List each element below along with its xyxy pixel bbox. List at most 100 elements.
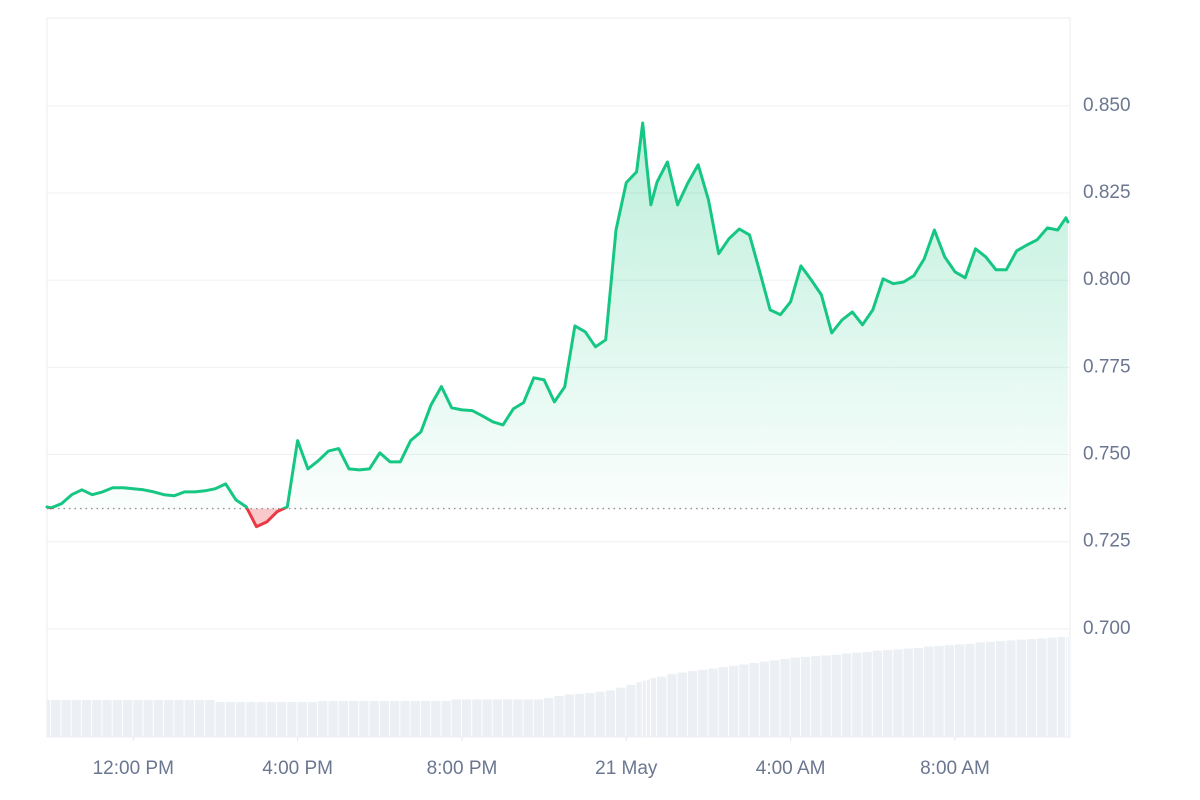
volume-bar (564, 694, 574, 737)
volume-bar (277, 702, 287, 737)
volume-bar (112, 700, 123, 737)
volume-bar (256, 702, 266, 737)
volume-bar (605, 690, 616, 737)
volume-bar (708, 668, 718, 737)
y-tick-label: 0.750 (1083, 444, 1131, 465)
volume-bar (379, 700, 390, 737)
volume-bar (841, 653, 852, 737)
volume-bar (390, 700, 400, 737)
volume-bar (913, 647, 924, 737)
volume-bar (338, 700, 348, 737)
volume-bar (133, 700, 143, 737)
volume-bar (164, 700, 174, 737)
volume-bar (1006, 640, 1016, 737)
volume-bar (616, 687, 626, 737)
volume-bar (143, 700, 153, 737)
volume-bar (893, 649, 903, 737)
volume-bar (225, 702, 235, 737)
volume-bar (852, 652, 862, 737)
volume-bar (800, 656, 811, 737)
volume-bar (533, 699, 544, 737)
volume-bar (307, 702, 318, 737)
x-tick-label: 8:00 AM (920, 758, 990, 779)
volume-bar (595, 691, 605, 737)
volume-bar (492, 699, 503, 737)
volume-bar (585, 693, 595, 737)
volume-bar (821, 655, 831, 737)
volume-bar (400, 700, 410, 737)
y-tick-label: 0.850 (1083, 95, 1131, 116)
volume-bar (503, 699, 513, 737)
volume-bar (770, 660, 780, 737)
volume-bar (667, 673, 677, 737)
volume-bar (718, 667, 728, 737)
volume-bar (657, 676, 667, 737)
volume-bar (235, 702, 246, 737)
volume-bar (872, 650, 883, 737)
volume-bar (61, 700, 71, 737)
volume-bar (1026, 639, 1037, 737)
volume-bar (883, 650, 893, 737)
volume-bar (924, 646, 934, 737)
volume-bar (985, 641, 996, 737)
volume-bar (472, 699, 482, 737)
volume-bar (461, 699, 472, 737)
volume-bar (862, 652, 872, 737)
volume-bar (739, 664, 749, 737)
x-tick-label: 12:00 PM (93, 758, 174, 779)
volume-bar (102, 700, 112, 737)
volume-bar (811, 656, 821, 737)
volume-bar (184, 700, 194, 737)
volume-bar (749, 663, 759, 737)
volume-bar (318, 700, 328, 737)
volume-bar (513, 699, 523, 737)
volume-bar (944, 645, 954, 737)
volume-bar (687, 671, 698, 737)
volume-bar (194, 700, 205, 737)
y-tick-label: 0.725 (1083, 531, 1131, 552)
price-line (45, 121, 1070, 529)
volume-bar (215, 702, 225, 737)
volume-bar (975, 642, 985, 737)
volume-bar (410, 700, 420, 737)
volume-bar (92, 700, 102, 737)
x-tick-label: 4:00 AM (756, 758, 826, 779)
y-tick-label: 0.775 (1083, 356, 1131, 377)
volume-bar (934, 645, 944, 737)
x-tick-label: 21 May (595, 758, 658, 779)
volume-bar (965, 643, 975, 737)
volume-bar (729, 665, 739, 737)
volume-bar (153, 700, 164, 737)
volume-bar (646, 679, 650, 737)
volume-bar (174, 700, 184, 737)
y-tick-label: 0.825 (1083, 182, 1131, 203)
volume-bar (626, 684, 636, 737)
volume-bar (205, 700, 215, 737)
volume-bar (677, 672, 687, 737)
volume-bar (246, 702, 256, 737)
volume-bar (348, 700, 359, 737)
volume-bar (831, 654, 841, 737)
volume-bar (996, 641, 1006, 737)
volume-bar (51, 700, 61, 737)
volume-bar (954, 644, 965, 737)
volume-bar (1016, 639, 1026, 737)
volume-bar (1065, 636, 1067, 737)
volume-bar (420, 700, 431, 737)
volume-bar (359, 700, 369, 737)
x-tick-label: 4:00 PM (262, 758, 333, 779)
volume-bar (642, 680, 646, 737)
area (47, 123, 1068, 527)
volume-bar (1037, 638, 1047, 737)
volume-bar (1047, 637, 1057, 737)
volume-bar (328, 700, 338, 737)
volume-bar (71, 700, 81, 737)
volume-bar (1067, 636, 1069, 737)
volume-bar (47, 700, 51, 737)
volume-bar (81, 700, 92, 737)
volume-bar (287, 702, 297, 737)
volume-bar (636, 682, 642, 737)
volume-bar (554, 695, 564, 737)
